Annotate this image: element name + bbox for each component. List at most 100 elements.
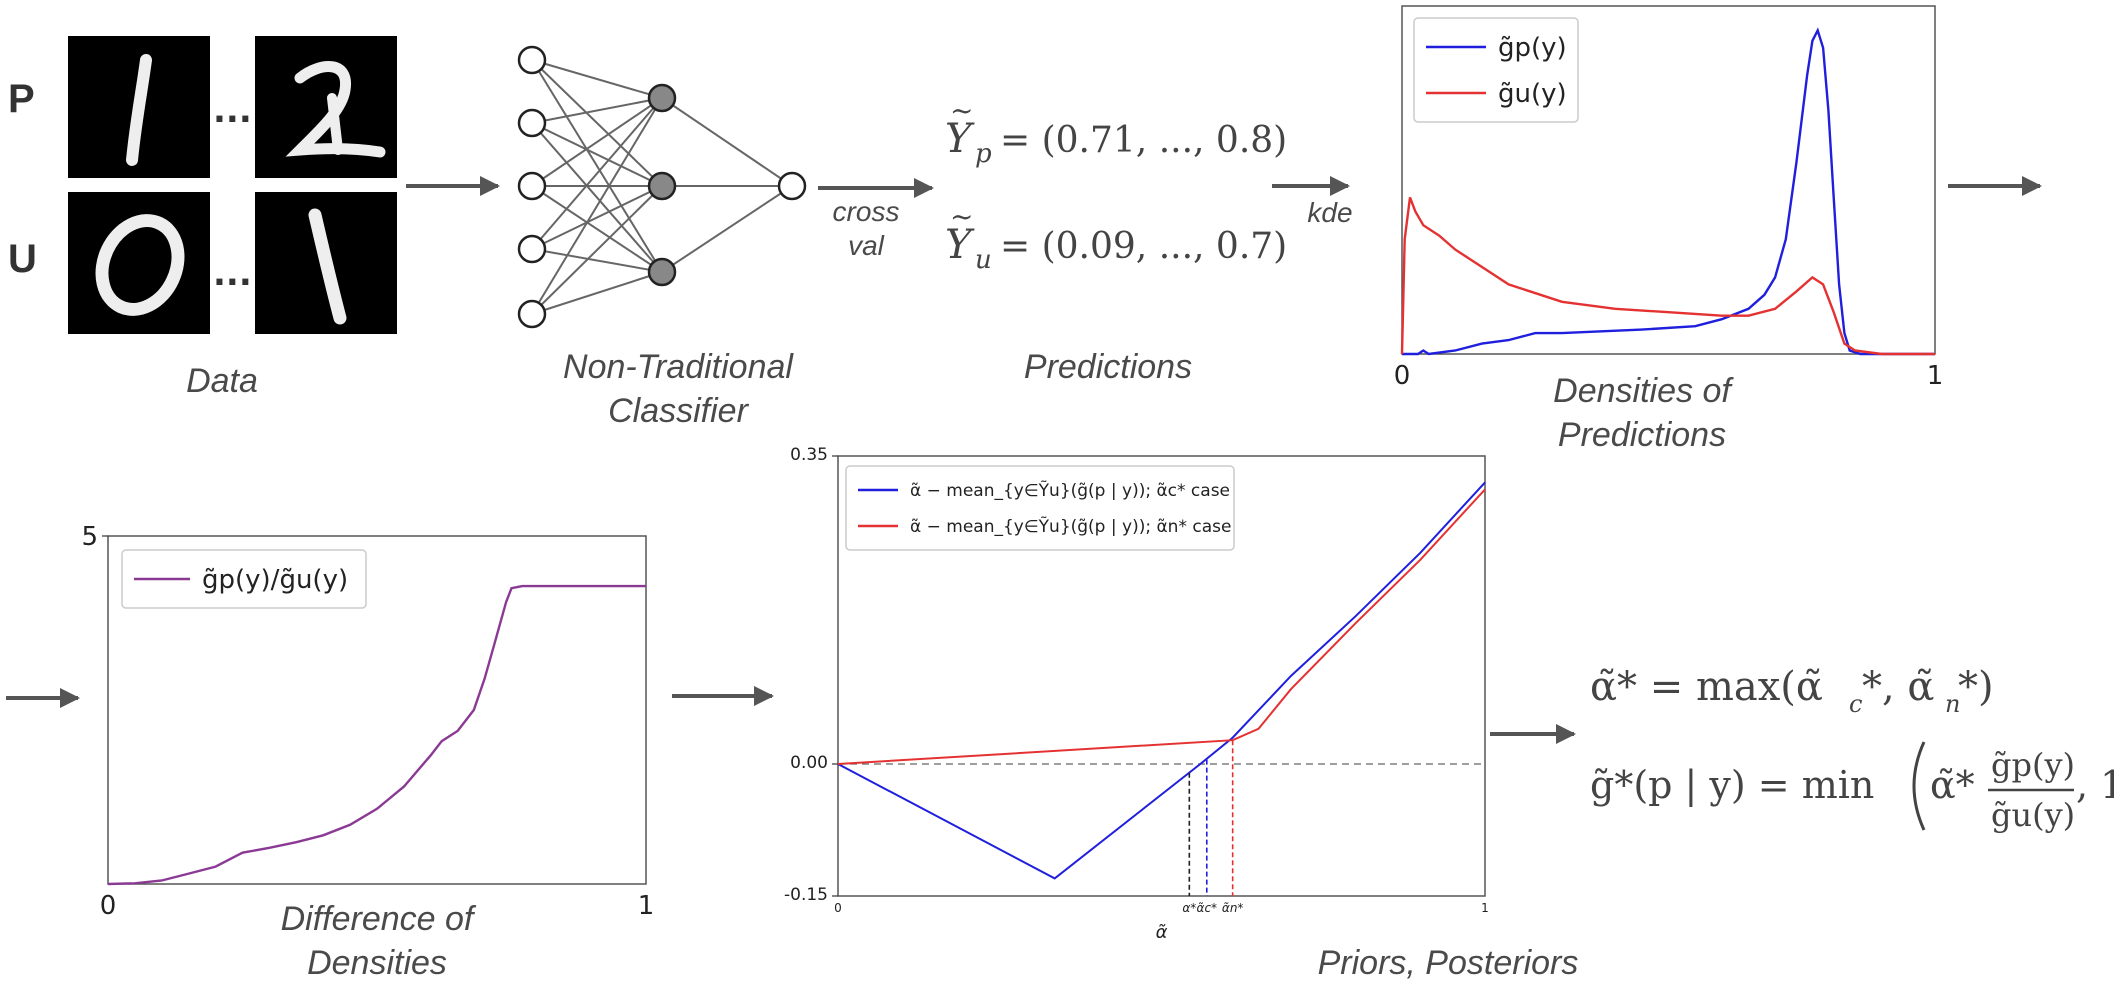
predictions-equations: Y ~ p = (0.71, ..., 0.8) Y ~ u = (0.09, … xyxy=(945,94,1287,275)
densities-chart: 0 1 g̃p(y) g̃u(y) xyxy=(1394,5,1944,391)
yp-values: = (0.71, ..., 0.8) xyxy=(1000,120,1287,161)
x-tick-label: 0 xyxy=(100,891,117,921)
positive-ellipsis: ... xyxy=(213,91,252,131)
nn-edge xyxy=(531,59,663,187)
series-line-1 xyxy=(107,584,646,886)
densities-caption-line2: Predictions xyxy=(1558,416,1726,454)
nn-edge xyxy=(531,122,663,187)
input-node xyxy=(517,234,547,264)
positive-digit-image-2 xyxy=(255,36,397,178)
nn-edge xyxy=(661,97,793,187)
data-caption: Data xyxy=(186,362,258,400)
y-tick-label: 5 xyxy=(81,522,98,552)
nn-edge xyxy=(661,185,793,273)
unlabeled-digit-image-1 xyxy=(68,192,210,334)
x-tick-label: 0 xyxy=(1394,361,1411,391)
nn-edge xyxy=(531,97,663,250)
series-line-1 xyxy=(837,481,1486,880)
x-tick-label: 1 xyxy=(638,891,655,921)
neural-network-diagram xyxy=(517,45,807,329)
nn-edge xyxy=(531,97,663,315)
alpha-star-lhs: α̃* = max(α̃ xyxy=(1590,664,1823,710)
positive-row-label: P xyxy=(8,77,35,121)
posterior-denominator: g̃u(y) xyxy=(1991,796,2075,834)
y-tick-label: -0.15 xyxy=(784,885,828,905)
legend-box xyxy=(121,549,367,609)
alpha-star-mid: *, α̃ xyxy=(1862,664,1934,710)
x-tick-label: 1 xyxy=(1481,901,1489,915)
posterior-alpha: α̃* xyxy=(1930,763,1975,807)
y-tick-label: 0.00 xyxy=(790,753,828,773)
unlabeled-row-label: U xyxy=(8,237,37,281)
legend-box xyxy=(1413,17,1579,123)
yp-equation: Y ~ p = (0.71, ..., 0.8) xyxy=(945,94,1287,169)
yu-values: = (0.09, ..., 0.7) xyxy=(1000,226,1287,267)
svg-text:Y: Y xyxy=(945,116,975,162)
posterior-numerator: g̃p(y) xyxy=(1991,746,2075,784)
nn-edge xyxy=(531,185,663,273)
svg-text:~: ~ xyxy=(950,200,973,233)
nn-edge xyxy=(531,59,663,99)
cross-val-label-line2: val xyxy=(848,230,885,261)
nn-edge xyxy=(531,97,663,187)
nn-edge xyxy=(531,271,663,315)
yp-subscript: p xyxy=(975,139,992,169)
alpha-c-subscript: c xyxy=(1849,690,1862,718)
legend-label-1: α̃ − mean_{y∈Ỹu}(g̃(p | y)); α̃c* case xyxy=(910,479,1230,501)
nn-edge xyxy=(531,248,663,273)
x-axis-label: α̃ xyxy=(1156,922,1168,943)
data-panel: P U ... ... Data xyxy=(8,36,397,400)
nn-edge xyxy=(531,59,663,273)
positive-digit-image-1 xyxy=(68,36,210,178)
legend-box xyxy=(845,465,1235,551)
x-tick-label: 1 xyxy=(1927,361,1944,391)
input-node xyxy=(517,299,547,329)
input-node xyxy=(517,171,547,201)
legend-label-1: g̃p(y)/g̃u(y) xyxy=(202,565,348,595)
posterior-lhs: g̃*(p | y) = min xyxy=(1590,763,1874,807)
classifier-caption-line2: Classifier xyxy=(608,392,749,430)
difference-chart: 0 1 5 g̃p(y)/g̃u(y) xyxy=(81,522,654,921)
series-line-2 xyxy=(1400,196,1935,356)
marker-label-3: α̃n* xyxy=(1222,901,1244,915)
final-equations: α̃* = max(α̃ c *, α̃ n *) g̃*(p | y) = m… xyxy=(1590,664,2114,834)
nn-edge xyxy=(531,185,663,315)
marker-label-2: α̃c* xyxy=(1197,901,1218,915)
svg-text:Y: Y xyxy=(945,222,975,268)
nn-edge xyxy=(531,185,663,250)
alpha-n-subscript: n xyxy=(1945,690,1960,718)
kde-label: kde xyxy=(1307,197,1352,228)
series-line-2 xyxy=(837,488,1486,765)
x-tick-label: 0 xyxy=(834,901,842,915)
legend-label-1: g̃p(y) xyxy=(1498,33,1567,63)
marker-label-1: α* xyxy=(1182,901,1196,915)
difference-caption-line2: Densities xyxy=(307,944,447,982)
y-tick-label: 0.35 xyxy=(790,445,828,465)
unlabeled-ellipsis: ... xyxy=(213,254,252,294)
yu-subscript: u xyxy=(975,245,992,275)
legend-label-2: α̃ − mean_{y∈Ỹu}(g̃(p | y)); α̃n* case xyxy=(910,515,1231,537)
hidden-node xyxy=(647,171,677,201)
output-node xyxy=(777,171,807,201)
predictions-caption: Predictions xyxy=(1024,348,1192,386)
posterior-equation: g̃*(p | y) = min α̃* g̃p(y) g̃u(y) , 1 xyxy=(1590,741,2114,834)
legend-label-2: g̃u(y) xyxy=(1498,79,1567,109)
alpha-star-end: *) xyxy=(1958,664,1994,710)
yu-equation: Y ~ u = (0.09, ..., 0.7) xyxy=(945,200,1287,275)
cross-val-label-line1: cross xyxy=(833,196,900,227)
series-line-1 xyxy=(1402,27,1935,356)
hidden-node xyxy=(647,257,677,287)
svg-text:~: ~ xyxy=(950,94,973,127)
hidden-node xyxy=(647,83,677,113)
classifier-caption-line1: Non-Traditional xyxy=(563,348,794,386)
input-node xyxy=(517,108,547,138)
unlabeled-digit-image-2 xyxy=(255,192,397,334)
nn-edge xyxy=(531,122,663,273)
input-node xyxy=(517,45,547,75)
priors-caption: Priors, Posteriors xyxy=(1318,944,1579,982)
nn-edge xyxy=(531,97,663,124)
difference-caption-line1: Difference of xyxy=(281,900,477,938)
posterior-tail: , 1 xyxy=(2076,763,2114,807)
alpha-star-equation: α̃* = max(α̃ c *, α̃ n *) xyxy=(1590,664,1994,718)
